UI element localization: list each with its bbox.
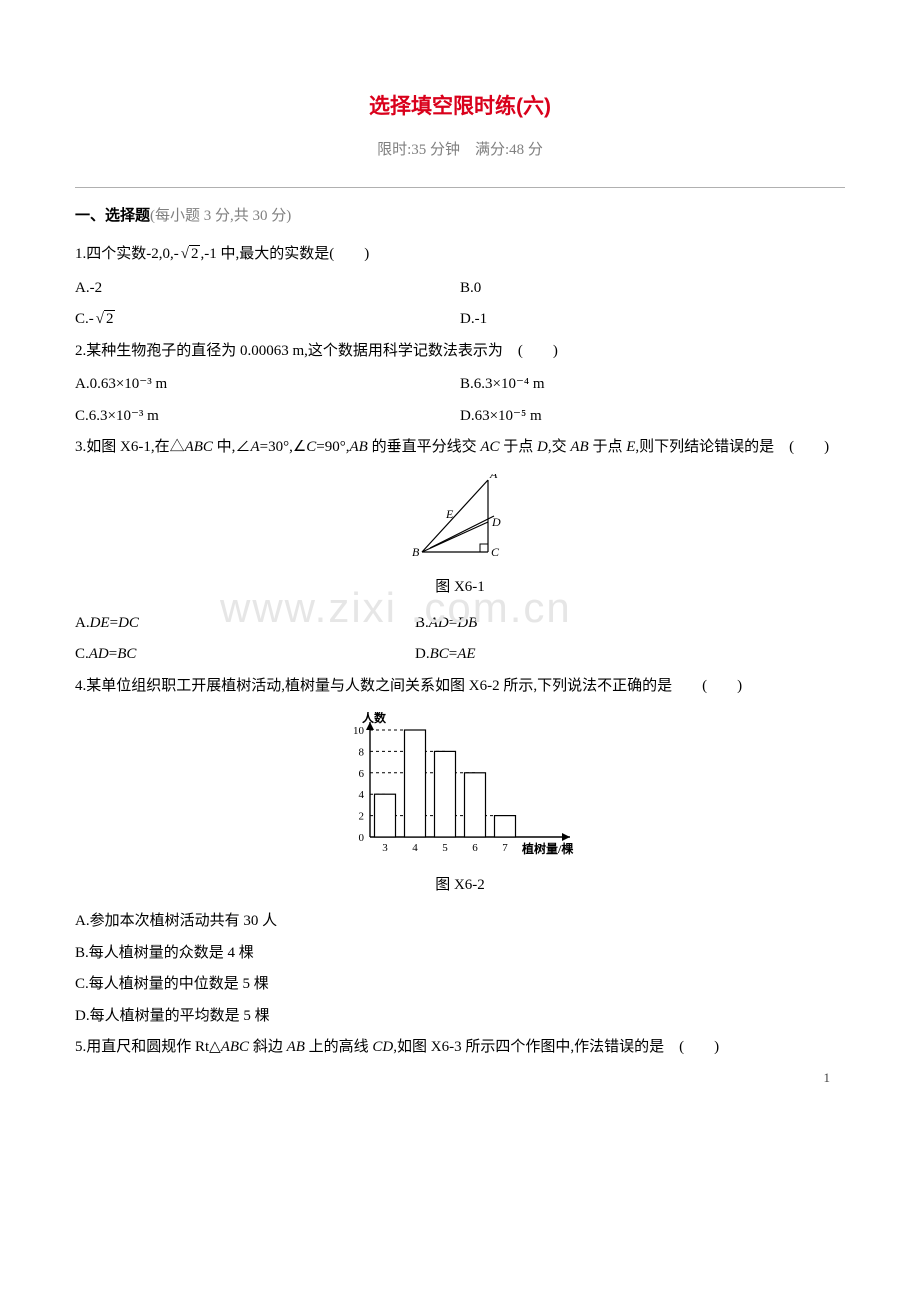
svg-text:7: 7 [502,842,508,854]
t: 3.如图 X6-1,在△ [75,439,185,455]
q3-caption: 图 X6-1 [75,575,845,596]
t: D. [415,646,430,662]
q1-optC-rad: 2 [104,310,116,327]
section-heading: 一、选择题(每小题 3 分,共 30 分) [75,204,845,225]
t: = [109,646,117,662]
svg-text:D: D [491,515,501,529]
t: 斜边 [249,1039,287,1055]
svg-text:植树量/棵: 植树量/棵 [521,841,573,856]
svg-text:6: 6 [472,842,478,854]
q2-optD: D.63×10⁻⁵ m [460,401,845,433]
t: A. [75,615,90,631]
q3-stem: 3.如图 X6-1,在△ABC 中,∠A=30°,∠C=90°,AB 的垂直平分… [75,432,845,464]
section-label: 一、选择题 [75,208,150,224]
t: BC [117,646,136,662]
svg-text:10: 10 [353,725,365,737]
divider [75,187,845,188]
q3-optA: A.DE=DC [75,608,415,640]
q3-optB: B.AD=DB [415,608,845,640]
t: C. [75,646,89,662]
t: 于点 [589,439,627,455]
t: AC [480,439,499,455]
q3-optD: D.BC=AE [415,639,845,671]
t: D [537,439,548,455]
q1-optC: C.-√2 [75,304,460,336]
q1-opts-row1: A.-2 B.0 [75,273,845,305]
section-note: (每小题 3 分,共 30 分) [150,208,291,224]
svg-text:5: 5 [442,842,448,854]
q2-optB: B.6.3×10⁻⁴ m [460,369,845,401]
t: AE [457,646,475,662]
t: 于点 [500,439,538,455]
svg-text:E: E [445,507,454,521]
t: AB [570,439,588,455]
t: ABC [185,439,213,455]
q1-optB: B.0 [460,273,845,305]
t: CD [372,1039,393,1055]
t: DB [457,615,477,631]
q1-optA: A.-2 [75,273,460,305]
q1-opts-row2: C.-√2 D.-1 [75,304,845,336]
t: 5.用直尺和圆规作 Rt△ [75,1039,221,1055]
q4-optA: A.参加本次植树活动共有 30 人 [75,906,845,938]
t: ABC [221,1039,249,1055]
q4-chart-svg: 2 4 6 8 10 0 3 4 5 6 7 人数植树量/棵 [330,712,590,862]
svg-text:6: 6 [359,768,365,780]
q2-opts-row1: A.0.63×10⁻³ m B.6.3×10⁻⁴ m [75,369,845,401]
q3-opts-row1: A.DE=DC B.AD=DB [75,608,845,640]
q3-opts-row2: C.AD=BC D.BC=AE [75,639,845,671]
t: DE [90,615,110,631]
t: 的垂直平分线交 [368,439,481,455]
t: AD [89,646,109,662]
q2-optC: C.6.3×10⁻³ m [75,401,460,433]
svg-text:B: B [412,545,420,559]
q4-optC: C.每人植树量的中位数是 5 棵 [75,969,845,1001]
t: AB [350,439,368,455]
page-title: 选择填空限时练(六) [75,90,845,120]
svg-text:人数: 人数 [362,712,387,725]
t: ,交 [548,439,571,455]
q4-caption: 图 X6-2 [75,873,845,894]
q3-optC: C.AD=BC [75,639,415,671]
svg-text:8: 8 [359,746,365,758]
q3-figure: A B C D E [75,474,845,569]
t: = [449,646,457,662]
svg-text:2: 2 [359,811,365,823]
q3-triangle-svg: A B C D E [410,474,510,564]
t: ,则下列结论错误的是 ( ) [635,439,829,455]
t: = [110,615,118,631]
q1-optC-pre: C.- [75,311,94,327]
q2-stem: 2.某种生物孢子的直径为 0.00063 m,这个数据用科学记数法表示为 ( ) [75,336,845,368]
q4-stem: 4.某单位组织职工开展植树活动,植树量与人数之间关系如图 X6-2 所示,下列说… [75,671,845,703]
q1-stem: 1.四个实数-2,0,-√2,-1 中,最大的实数是( ) [75,239,845,271]
t: BC [430,646,449,662]
q5-stem: 5.用直尺和圆规作 Rt△ABC 斜边 AB 上的高线 CD,如图 X6-3 所… [75,1032,845,1064]
page-number: 1 [824,1070,831,1086]
svg-text:A: A [489,474,498,481]
t: B. [415,615,429,631]
svg-text:0: 0 [359,832,365,844]
t: AD [429,615,449,631]
svg-text:4: 4 [359,789,365,801]
svg-text:C: C [491,545,500,559]
t: 中,∠ [213,439,251,455]
q4-optB: B.每人植树量的众数是 4 棵 [75,938,845,970]
t: 上的高线 [305,1039,373,1055]
t: =30°,∠ [260,439,307,455]
t: =90°, [316,439,349,455]
q1-optD: D.-1 [460,304,845,336]
t: A [250,439,259,455]
t: AB [287,1039,305,1055]
svg-text:4: 4 [412,842,418,854]
q2-optA: A.0.63×10⁻³ m [75,369,460,401]
page-subtitle: 限时:35 分钟 满分:48 分 [75,138,845,159]
svg-text:3: 3 [382,842,388,854]
t: DC [118,615,139,631]
t: C [306,439,316,455]
q4-optD: D.每人植树量的平均数是 5 棵 [75,1001,845,1033]
q2-opts-row2: C.6.3×10⁻³ m D.63×10⁻⁵ m [75,401,845,433]
t: = [449,615,457,631]
q4-figure: 2 4 6 8 10 0 3 4 5 6 7 人数植树量/棵 [75,712,845,867]
t: ,如图 X6-3 所示四个作图中,作法错误的是 ( ) [393,1039,719,1055]
